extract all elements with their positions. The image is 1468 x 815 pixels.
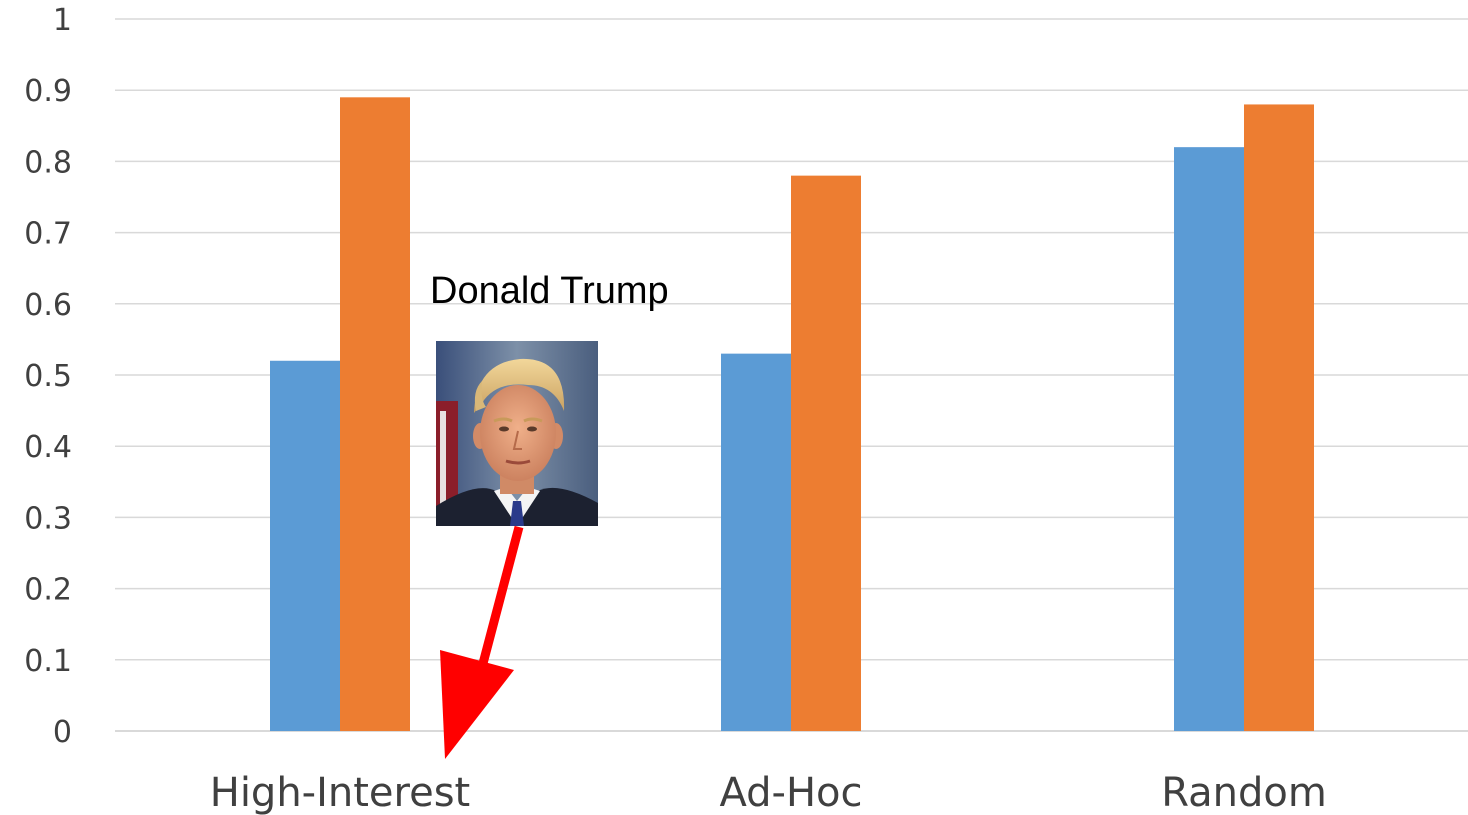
bar-random-series-2 bbox=[1244, 104, 1314, 731]
annotation: Donald Trump bbox=[430, 270, 669, 759]
y-tick-label: 0.6 bbox=[24, 288, 72, 323]
annotation-label: Donald Trump bbox=[430, 270, 669, 312]
y-tick-label: 0.5 bbox=[24, 359, 72, 394]
y-tick-label: 0.3 bbox=[24, 501, 72, 536]
red-arrow bbox=[440, 525, 524, 759]
bar-high-interest-series-1 bbox=[270, 360, 340, 731]
category-label: Ad-Hoc bbox=[719, 770, 862, 815]
bar-high-interest-series-2 bbox=[340, 97, 410, 731]
y-tick-label: 1 bbox=[53, 3, 72, 38]
category-label: Random bbox=[1161, 770, 1327, 815]
y-tick-label: 0.1 bbox=[24, 644, 72, 679]
bar-random-series-1 bbox=[1174, 147, 1244, 731]
y-tick-label: 0 bbox=[53, 715, 72, 750]
y-tick-label: 0.2 bbox=[24, 573, 72, 608]
y-tick-label: 0.8 bbox=[24, 145, 72, 180]
bar-ad-hoc-series-1 bbox=[721, 353, 791, 731]
category-label: High-Interest bbox=[210, 770, 471, 815]
y-tick-label: 0.7 bbox=[24, 217, 72, 252]
bars bbox=[270, 97, 1314, 731]
bar-ad-hoc-series-2 bbox=[791, 175, 861, 731]
y-tick-label: 0.4 bbox=[24, 430, 72, 465]
y-axis-tick-labels: 0 0.1 0.2 0.3 0.4 0.5 0.6 0.7 0.8 0.9 1 bbox=[24, 3, 72, 750]
x-axis-category-labels: High-Interest Ad-Hoc Random bbox=[210, 770, 1327, 815]
portrait-photo-icon bbox=[436, 341, 598, 526]
y-tick-label: 0.9 bbox=[24, 74, 72, 109]
